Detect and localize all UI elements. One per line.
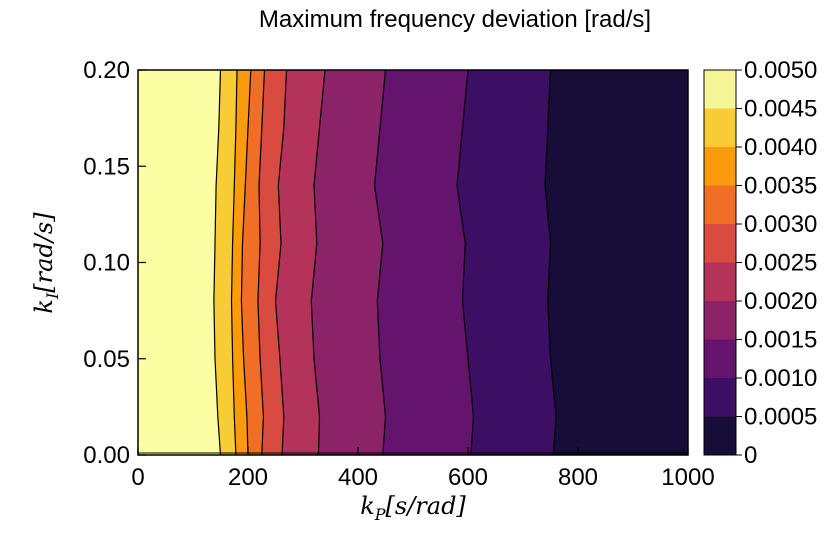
contour-band-9 <box>457 70 556 455</box>
colorbar-tick-label: 0.0050 <box>744 57 817 84</box>
colorbar-segment <box>704 416 736 455</box>
colorbar-tick-label: 0.0015 <box>744 327 817 354</box>
contour-line-2 <box>230 69 238 456</box>
chart-title: Maximum frequency deviation [rad/s] <box>259 6 651 33</box>
y-axis-label-sub: I <box>43 292 62 300</box>
colorbar-segment <box>704 339 736 378</box>
contour-line-5 <box>274 69 288 456</box>
y-axis-label: kI[rad/s] <box>30 212 62 314</box>
x-tick-label: 0 <box>131 464 144 491</box>
y-tick-label: 0.00 <box>83 442 130 469</box>
x-tick-label: 400 <box>338 464 378 491</box>
colorbar-segment <box>704 185 736 224</box>
y-tick-label: 0.20 <box>83 57 130 84</box>
colorbar-tick-label: 0.0005 <box>744 404 817 431</box>
contour-band-2 <box>213 70 237 455</box>
colorbar-segment <box>704 301 736 340</box>
contour-band-7 <box>311 70 386 455</box>
y-axis-ticks: 0.00 0.05 0.10 0.15 0.20 <box>83 57 146 469</box>
contour-line-9 <box>544 69 557 456</box>
colorbar-tick-label: 0.0040 <box>744 134 817 161</box>
colorbar-segment <box>704 378 736 417</box>
contour-line-6 <box>310 69 326 456</box>
contour-line-1 <box>213 69 222 456</box>
colorbar-ticks: 0 0.0005 0.0010 0.0015 0.0020 0.0025 0.0030 0.0… <box>736 57 817 469</box>
plot-area <box>138 70 688 455</box>
x-tick-label: 1000 <box>661 464 714 491</box>
x-tick-label: 600 <box>448 464 488 491</box>
contour-band-8 <box>374 70 474 455</box>
contour-band-last <box>545 70 688 455</box>
x-tick-label: 800 <box>558 464 598 491</box>
contour-lines <box>138 69 688 456</box>
contour-line-7 <box>373 69 387 456</box>
colorbar-segment <box>704 147 736 186</box>
colorbar-segment <box>704 108 736 147</box>
colorbar-tick-label: 0.0025 <box>744 250 817 277</box>
colorbar-tick-label: 0.0010 <box>744 365 817 392</box>
x-axis-label-main: k <box>360 492 375 520</box>
y-tick-label: 0.05 <box>83 346 130 373</box>
contour-line-8 <box>456 69 475 456</box>
colorbar-tick-label: 0 <box>744 442 757 469</box>
y-tick-label: 0.10 <box>83 250 130 277</box>
colorbar-segment <box>704 262 736 301</box>
colorbar-tick-label: 0.0020 <box>744 288 817 315</box>
colorbar-segment <box>704 70 736 109</box>
contour-band-4 <box>241 70 265 455</box>
colorbar-tick-label: 0.0030 <box>744 211 817 238</box>
colorbar-tick-label: 0.0035 <box>744 173 817 200</box>
x-axis-label: kP[s/rad] <box>360 492 466 524</box>
y-tick-label: 0.15 <box>83 153 130 180</box>
x-axis-label-sub: P <box>374 505 386 524</box>
y-axis-label-main: k <box>30 299 58 314</box>
contour-band-1 <box>138 70 221 455</box>
colorbar-tick-label: 0.0045 <box>744 96 817 123</box>
x-tick-label: 200 <box>228 464 268 491</box>
contour-line-3 <box>240 69 252 456</box>
x-axis-ticks: 0 200 400 600 800 1000 <box>131 447 715 491</box>
y-axis-label-rest: [rad/s] <box>30 212 58 293</box>
contour-line-4 <box>257 69 266 456</box>
colorbar-segment <box>704 224 736 263</box>
contour-band-6 <box>275 70 325 455</box>
x-axis-label-rest: [s/rad] <box>386 492 467 520</box>
colorbar <box>704 70 736 455</box>
